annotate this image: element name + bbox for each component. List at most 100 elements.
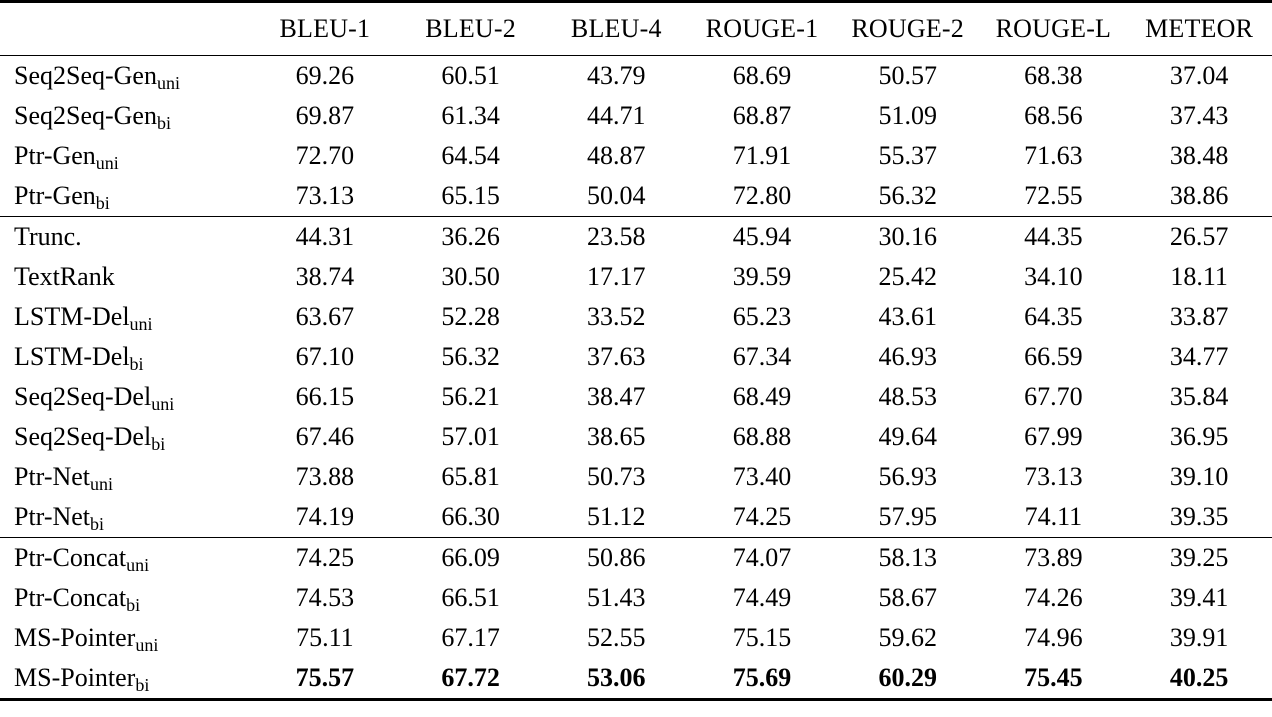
column-header-bleu-2: BLEU-2	[397, 1, 544, 56]
metric-value-cell: 56.32	[441, 342, 500, 371]
metric-value-cell: 58.67	[878, 583, 937, 612]
column-header-rouge-1: ROUGE-1	[689, 1, 835, 56]
metric-value-cell: 61.34	[441, 101, 500, 130]
paper-results-table-container: BLEU-1 BLEU-2 BLEU-4 ROUGE-1 ROUGE-2 ROUGE-L M…	[0, 0, 1272, 701]
metric-value-cell: 30.16	[834, 216, 981, 257]
metric-value-cell: 66.59	[1024, 342, 1083, 371]
metric-value-cell: 74.25	[732, 502, 792, 531]
metric-value-cell: 66.09	[397, 537, 544, 578]
metric-value-cell: 57.01	[441, 422, 500, 451]
metric-value-cell: 36.26	[397, 216, 544, 257]
evaluation-results-table: BLEU-1 BLEU-2 BLEU-4 ROUGE-1 ROUGE-2 ROUGE-L M…	[0, 0, 1272, 701]
metric-value-cell: 65.81	[441, 462, 500, 491]
model-name-subscript: bi	[135, 675, 150, 695]
model-name-subscript: uni	[90, 474, 114, 494]
model-name-cell: Ptr-Concatbi	[0, 578, 252, 618]
table-row: Ptr-Concatuni 74.25 66.09 50.86 74.07 58.13 73…	[0, 537, 1272, 578]
metric-value-cell: 48.53	[878, 382, 937, 411]
metric-value-cell: 56.32	[878, 181, 937, 210]
model-name: MS-Pointer	[14, 623, 136, 652]
metric-value-cell: 60.29	[878, 663, 937, 692]
metric-value-cell: 75.15	[732, 623, 792, 652]
column-header-rouge-2: ROUGE-2	[834, 1, 981, 56]
model-name-cell: Seq2Seq-Genuni	[0, 56, 252, 97]
metric-value-cell: 51.12	[587, 502, 646, 531]
table-row: MS-Pointeruni 75.11 67.17 52.55 75.15 59.62 74…	[0, 618, 1272, 658]
metric-value-cell: 66.15	[295, 382, 355, 411]
metric-value-cell: 51.09	[878, 101, 937, 130]
metric-value-cell: 66.30	[441, 502, 500, 531]
table-row: LSTM-Deluni 63.67 52.28 33.52 65.23 43.61 64.3…	[0, 297, 1272, 337]
metric-value-cell: 74.19	[295, 502, 355, 531]
metric-value-cell: 39.41	[1169, 583, 1229, 612]
model-name-subscript: uni	[156, 73, 180, 93]
metric-value-cell: 38.74	[295, 262, 355, 291]
metric-value-cell: 67.34	[732, 342, 792, 371]
row-group-2: Trunc. 44.31 36.26 23.58 45.94 30.16 44.35 26.5…	[0, 216, 1272, 538]
metric-value-cell: 43.79	[587, 61, 646, 90]
metric-value-cell: 56.93	[878, 462, 937, 491]
metric-value-cell: 39.91	[1169, 623, 1229, 652]
model-name-subscript: uni	[95, 153, 119, 173]
metric-value-cell: 50.73	[587, 462, 646, 491]
table-row: LSTM-Delbi 67.10 56.32 37.63 67.34 46.93 66.59…	[0, 337, 1272, 377]
model-name-subscript: uni	[135, 635, 159, 655]
metric-value-cell: 38.48	[1169, 141, 1229, 170]
metric-value-cell: 39.59	[732, 262, 792, 291]
metric-value-cell: 65.23	[732, 302, 792, 331]
table-row: Seq2Seq-Genbi 69.87 61.34 44.71 68.87 51.09 68…	[0, 96, 1272, 136]
model-name: Seq2Seq-Gen	[14, 101, 157, 130]
metric-value-cell: 68.56	[1024, 101, 1083, 130]
model-name-subscript: bi	[90, 514, 105, 534]
metric-value-cell: 67.46	[295, 422, 355, 451]
model-name-subscript: uni	[129, 314, 153, 334]
model-name-cell: TextRank	[0, 257, 252, 297]
metric-value-cell: 71.63	[1024, 141, 1083, 170]
model-name: LSTM-Del	[14, 302, 130, 331]
metric-value-cell: 34.10	[1024, 262, 1083, 291]
model-name-cell: MS-Pointerbi	[0, 658, 252, 700]
metric-value-cell: 37.43	[1169, 101, 1229, 130]
metric-value-cell: 75.45	[1024, 663, 1083, 692]
metric-value-cell: 60.51	[441, 61, 500, 90]
metric-value-cell: 73.89	[980, 537, 1127, 578]
table-row: Ptr-Genbi 73.13 65.15 50.04 72.80 56.32 72.55 3…	[0, 176, 1272, 217]
metric-value-cell: 30.50	[441, 262, 500, 291]
metric-value-cell: 66.51	[441, 583, 500, 612]
model-name: LSTM-Del	[14, 342, 130, 371]
metric-value-cell: 75.11	[296, 623, 354, 652]
metric-value-cell: 25.42	[878, 262, 937, 291]
metric-value-cell: 73.13	[1024, 462, 1083, 491]
metric-value-cell: 64.54	[441, 141, 500, 170]
model-name-subscript: uni	[126, 555, 150, 575]
model-name: Ptr-Net	[14, 462, 91, 491]
column-header-bleu-1: BLEU-1	[252, 1, 398, 56]
model-name: TextRank	[14, 262, 115, 291]
model-name-cell: Trunc.	[0, 216, 253, 257]
metric-value-cell: 34.77	[1169, 342, 1229, 371]
metric-value-cell: 55.37	[878, 141, 937, 170]
metric-value-cell: 64.35	[1024, 302, 1083, 331]
model-name-subscript: uni	[151, 394, 175, 414]
model-name: Ptr-Gen	[14, 141, 96, 170]
model-name: MS-Pointer	[14, 663, 136, 692]
metric-value-cell: 18.11	[1170, 262, 1228, 291]
model-name-subscript: bi	[129, 354, 144, 374]
metric-value-cell: 43.61	[878, 302, 937, 331]
metric-value-cell: 67.72	[441, 663, 500, 692]
metric-value-cell: 52.55	[587, 623, 646, 652]
metric-value-cell: 51.43	[587, 583, 646, 612]
metric-value-cell: 38.86	[1169, 181, 1229, 210]
model-name-subscript: bi	[126, 595, 141, 615]
metric-value-cell: 44.35	[980, 216, 1127, 257]
metric-value-cell: 48.87	[587, 141, 646, 170]
metric-value-cell: 57.95	[878, 502, 937, 531]
metric-value-cell: 35.84	[1169, 382, 1229, 411]
model-name: Seq2Seq-Del	[14, 382, 152, 411]
metric-value-cell: 44.31	[252, 216, 398, 257]
metric-value-cell: 33.52	[587, 302, 646, 331]
metric-value-cell: 44.71	[587, 101, 646, 130]
table-row: Seq2Seq-Delbi 67.46 57.01 38.65 68.88 49.64 67…	[0, 417, 1272, 457]
column-header-rouge-l: ROUGE-L	[980, 1, 1127, 56]
table-row: Trunc. 44.31 36.26 23.58 45.94 30.16 44.35 26.5…	[0, 216, 1272, 257]
